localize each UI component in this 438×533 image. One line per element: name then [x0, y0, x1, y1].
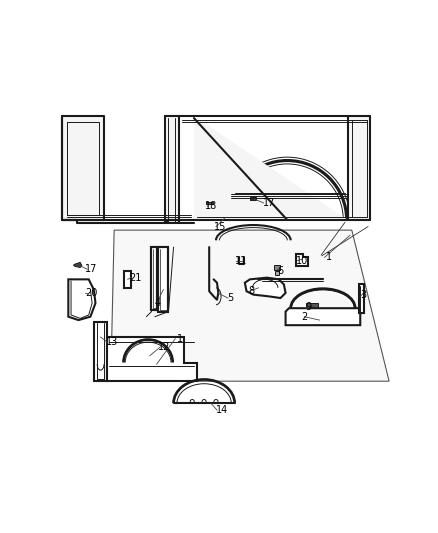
Text: 21: 21: [130, 273, 142, 282]
Text: 6: 6: [277, 266, 283, 276]
Text: 3: 3: [360, 289, 366, 300]
Polygon shape: [165, 116, 179, 223]
Text: 5: 5: [227, 293, 233, 303]
Text: 2: 2: [301, 312, 307, 322]
Text: 10: 10: [296, 256, 308, 265]
Text: 12: 12: [158, 342, 171, 352]
Polygon shape: [107, 337, 197, 381]
Polygon shape: [286, 308, 360, 325]
Polygon shape: [274, 265, 280, 270]
Text: 9: 9: [305, 302, 311, 312]
Polygon shape: [94, 322, 107, 381]
Polygon shape: [250, 197, 256, 200]
Polygon shape: [158, 247, 169, 312]
Polygon shape: [74, 262, 82, 268]
Text: 1: 1: [326, 252, 332, 262]
Polygon shape: [276, 271, 279, 274]
Text: 15: 15: [214, 222, 227, 232]
Text: 11: 11: [235, 256, 247, 265]
Text: 1: 1: [177, 334, 183, 344]
Text: 17: 17: [85, 264, 98, 274]
Text: 8: 8: [248, 286, 254, 296]
Polygon shape: [61, 116, 104, 220]
Polygon shape: [296, 254, 307, 266]
Text: 4: 4: [155, 298, 161, 308]
Text: 18: 18: [205, 201, 217, 212]
Polygon shape: [194, 116, 371, 220]
Polygon shape: [124, 271, 131, 288]
Text: 20: 20: [85, 288, 98, 298]
Text: 17: 17: [263, 198, 275, 208]
Polygon shape: [111, 230, 389, 381]
Text: 13: 13: [106, 337, 118, 347]
Polygon shape: [206, 202, 213, 204]
Polygon shape: [68, 279, 95, 320]
Text: 14: 14: [216, 405, 228, 415]
Polygon shape: [152, 247, 156, 310]
Polygon shape: [245, 278, 286, 298]
Polygon shape: [359, 285, 364, 313]
Polygon shape: [306, 303, 318, 308]
